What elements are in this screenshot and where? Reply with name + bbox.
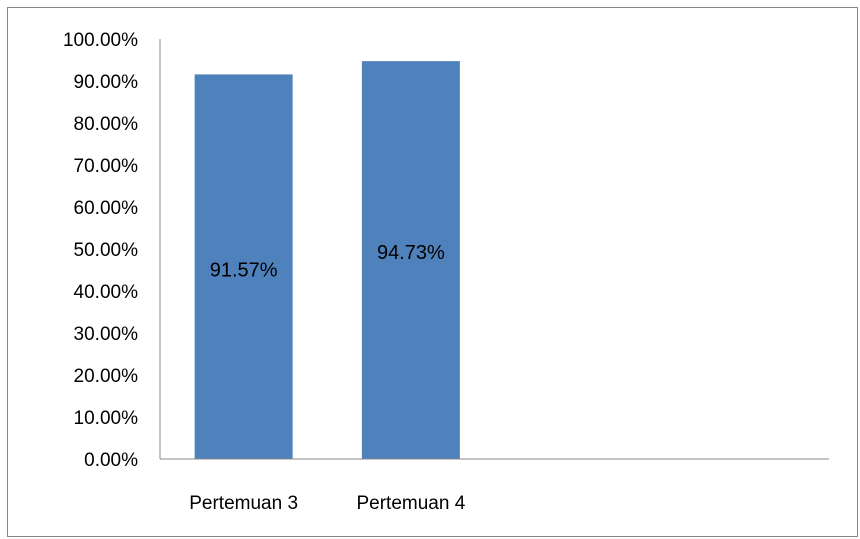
bars <box>194 61 460 459</box>
chart-frame: 0.00% 10.00% 20.00% 30.00% 40.00% 50.00% 60.00… <box>7 7 858 537</box>
y-tick-label: 0.00% <box>84 450 138 471</box>
bar-data-label: 94.73% <box>377 242 445 264</box>
y-tick-label: 10.00% <box>74 408 139 429</box>
y-tick-label: 100.00% <box>63 30 138 51</box>
bar-chart: 0.00% 10.00% 20.00% 30.00% 40.00% 50.00% 60.00… <box>63 30 829 514</box>
y-axis-ticks: 0.00% 10.00% 20.00% 30.00% 40.00% 50.00% 60.00… <box>63 30 138 471</box>
data-labels: 91.57% 94.73% <box>210 242 445 282</box>
x-category-label: Pertemuan 4 <box>356 493 465 514</box>
bar-data-label: 91.57% <box>210 260 278 282</box>
x-axis-labels: Pertemuan 3 Pertemuan 4 <box>189 493 465 514</box>
y-tick-label: 40.00% <box>74 282 139 303</box>
bar <box>194 74 293 459</box>
bar <box>361 61 460 459</box>
y-tick-label: 20.00% <box>74 366 139 387</box>
y-tick-label: 30.00% <box>74 324 139 345</box>
y-tick-label: 90.00% <box>74 72 139 93</box>
y-tick-label: 60.00% <box>74 198 139 219</box>
x-category-label: Pertemuan 3 <box>189 493 298 514</box>
y-tick-label: 50.00% <box>74 240 139 261</box>
y-tick-label: 70.00% <box>74 156 139 177</box>
y-tick-label: 80.00% <box>74 114 139 135</box>
